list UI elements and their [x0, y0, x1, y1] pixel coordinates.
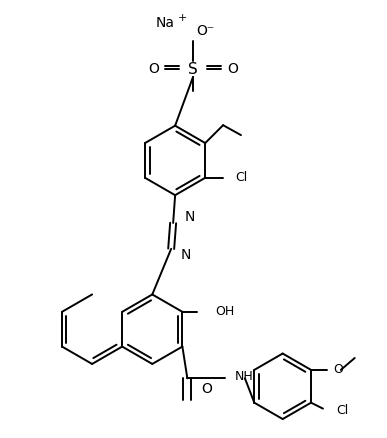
Text: O: O	[333, 364, 343, 376]
Text: O: O	[148, 62, 159, 76]
Text: Na: Na	[155, 16, 174, 30]
Text: N: N	[185, 210, 195, 224]
Text: O: O	[227, 62, 238, 76]
Text: N: N	[181, 248, 192, 262]
Text: Cl: Cl	[235, 171, 247, 184]
Text: +: +	[178, 14, 187, 24]
Text: OH: OH	[215, 305, 235, 318]
Text: O⁻: O⁻	[196, 25, 214, 39]
Text: Cl: Cl	[336, 404, 348, 417]
Text: S: S	[188, 62, 198, 77]
Text: O: O	[201, 382, 212, 396]
Text: NH: NH	[235, 370, 254, 383]
